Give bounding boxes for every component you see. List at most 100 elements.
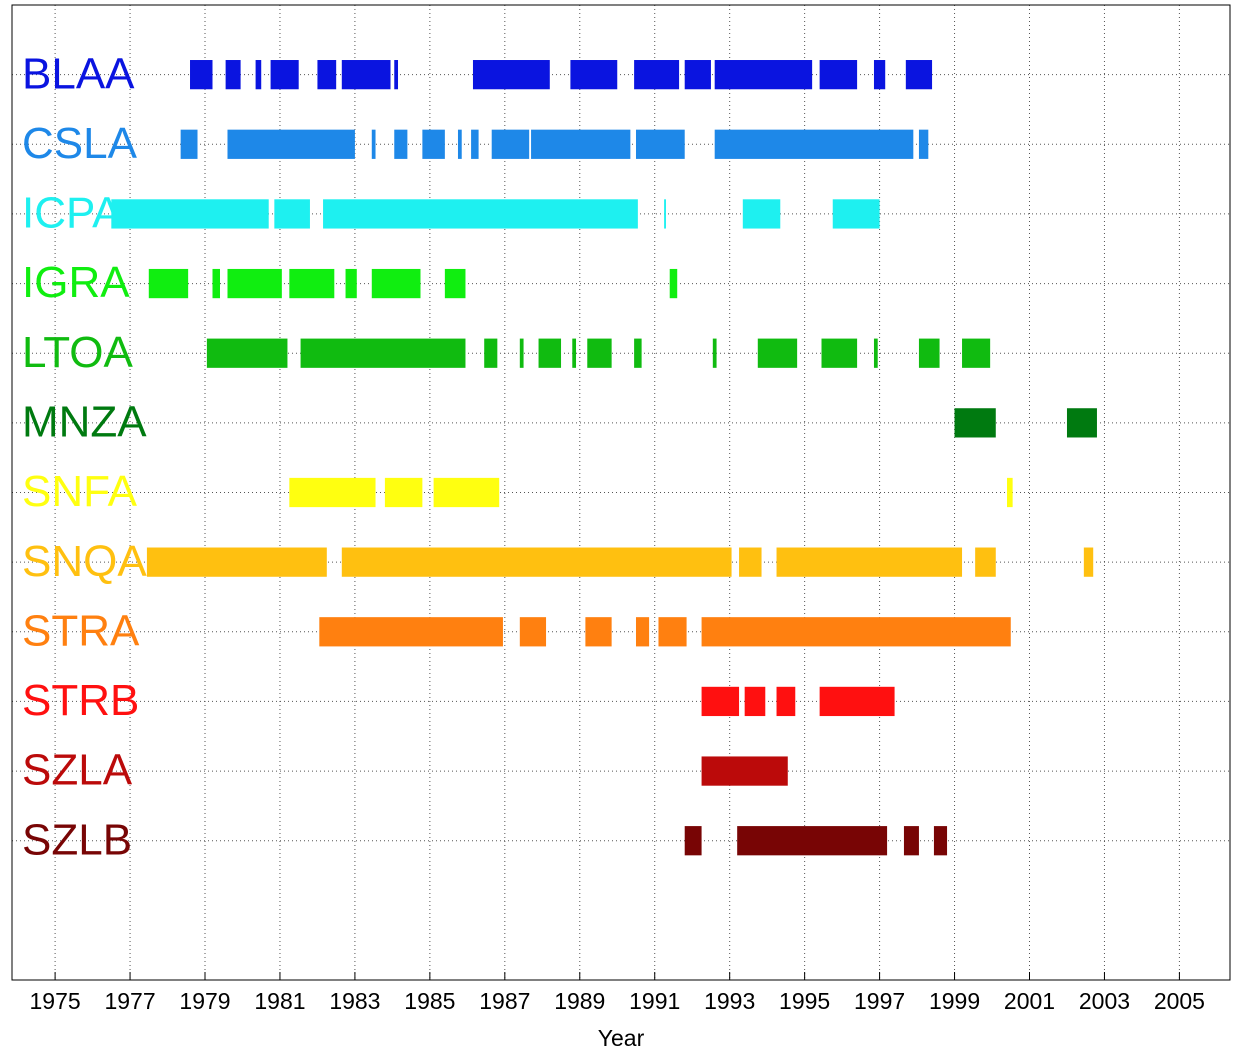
x-tick-label: 1999 bbox=[929, 988, 980, 1014]
availability-bar bbox=[664, 199, 666, 229]
availability-bar bbox=[190, 60, 213, 90]
availability-bar bbox=[903, 826, 919, 856]
availability-bar bbox=[570, 60, 618, 90]
availability-bar bbox=[701, 686, 740, 717]
x-tick-label: 1989 bbox=[554, 988, 605, 1014]
x-tick-label: 2003 bbox=[1079, 988, 1130, 1014]
x-tick-label: 1985 bbox=[404, 988, 455, 1014]
availability-bar bbox=[684, 826, 702, 856]
availability-bar bbox=[714, 60, 813, 90]
x-tick-label: 1981 bbox=[254, 988, 305, 1014]
availability-bar bbox=[255, 60, 262, 90]
availability-bar bbox=[300, 338, 466, 368]
availability-bar bbox=[225, 60, 241, 90]
availability-bar bbox=[572, 338, 577, 368]
availability-bar bbox=[180, 129, 198, 159]
x-tick-label: 2005 bbox=[1154, 988, 1205, 1014]
availability-bar bbox=[270, 60, 299, 90]
x-tick-label: 1991 bbox=[629, 988, 680, 1014]
availability-bar bbox=[873, 60, 886, 90]
availability-bar bbox=[712, 338, 717, 368]
availability-bar bbox=[737, 826, 888, 856]
availability-bar bbox=[319, 617, 503, 647]
station-label: BLAA bbox=[22, 49, 135, 98]
availability-bar bbox=[444, 268, 466, 299]
availability-bar bbox=[206, 338, 288, 368]
availability-bar bbox=[962, 338, 991, 368]
availability-bar bbox=[111, 199, 269, 229]
availability-bar bbox=[832, 199, 880, 229]
x-tick-label: 1993 bbox=[704, 988, 755, 1014]
availability-bar bbox=[744, 686, 766, 717]
x-tick-label: 1983 bbox=[329, 988, 380, 1014]
availability-bar bbox=[701, 617, 1011, 647]
availability-bar bbox=[317, 60, 337, 90]
availability-bar bbox=[422, 129, 445, 159]
availability-bar bbox=[146, 547, 327, 577]
availability-bar bbox=[538, 338, 562, 368]
availability-bar bbox=[819, 60, 858, 90]
availability-bar bbox=[905, 60, 933, 90]
availability-bar bbox=[821, 338, 858, 368]
availability-bar bbox=[227, 129, 355, 159]
availability-bar bbox=[634, 60, 680, 90]
availability-bar bbox=[371, 268, 421, 299]
availability-bar bbox=[472, 60, 550, 90]
availability-bar bbox=[635, 617, 650, 647]
availability-bar bbox=[519, 617, 547, 647]
availability-bar bbox=[384, 477, 423, 508]
x-tick-label: 1995 bbox=[779, 988, 830, 1014]
availability-bar bbox=[341, 60, 391, 90]
availability-bar bbox=[684, 60, 711, 90]
availability-bar bbox=[345, 268, 357, 299]
availability-bar bbox=[323, 199, 638, 229]
x-axis-label: Year bbox=[598, 1025, 645, 1051]
availability-bar bbox=[471, 129, 479, 159]
availability-bar bbox=[634, 338, 642, 368]
x-tick-label: 1977 bbox=[104, 988, 155, 1014]
plot-frame bbox=[11, 4, 1231, 981]
availability-bar bbox=[757, 338, 798, 368]
station-label: LTOA bbox=[22, 328, 134, 377]
availability-bar bbox=[918, 129, 929, 159]
x-tick-label: 2001 bbox=[1004, 988, 1055, 1014]
availability-bar bbox=[873, 338, 878, 368]
station-label: CSLA bbox=[22, 119, 138, 168]
availability-bar bbox=[531, 129, 631, 159]
availability-bar bbox=[658, 617, 687, 647]
x-tick-label: 1975 bbox=[30, 988, 81, 1014]
station-label: STRB bbox=[22, 676, 139, 725]
availability-bar bbox=[635, 129, 685, 159]
availability-bar bbox=[394, 129, 408, 159]
station-label: ICPA bbox=[22, 189, 122, 238]
availability-bar bbox=[669, 268, 678, 299]
station-label: STRA bbox=[22, 606, 140, 655]
availability-bar bbox=[433, 477, 500, 508]
availability-bar bbox=[954, 408, 996, 438]
availability-bar bbox=[776, 547, 963, 577]
availability-bar bbox=[484, 338, 498, 368]
availability-bar bbox=[776, 686, 796, 717]
x-tick-label: 1979 bbox=[179, 988, 230, 1014]
availability-bar bbox=[1066, 408, 1097, 438]
availability-bar bbox=[289, 477, 376, 508]
station-label: MNZA bbox=[22, 397, 147, 446]
availability-bar bbox=[742, 199, 781, 229]
availability-bar bbox=[933, 826, 948, 856]
station-label: SZLA bbox=[22, 746, 133, 795]
x-tick-label: 1997 bbox=[854, 988, 905, 1014]
availability-bar bbox=[394, 60, 399, 90]
availability-bar bbox=[918, 338, 940, 368]
availability-bar bbox=[371, 129, 376, 159]
availability-bar bbox=[289, 268, 335, 299]
availability-bar bbox=[714, 129, 914, 159]
availability-bar bbox=[587, 338, 612, 368]
availability-bar bbox=[491, 129, 530, 159]
availability-bar bbox=[1083, 547, 1094, 577]
availability-bar bbox=[701, 756, 788, 786]
x-tick-label: 1987 bbox=[479, 988, 530, 1014]
availability-bar bbox=[519, 338, 524, 368]
availability-bar bbox=[148, 268, 189, 299]
